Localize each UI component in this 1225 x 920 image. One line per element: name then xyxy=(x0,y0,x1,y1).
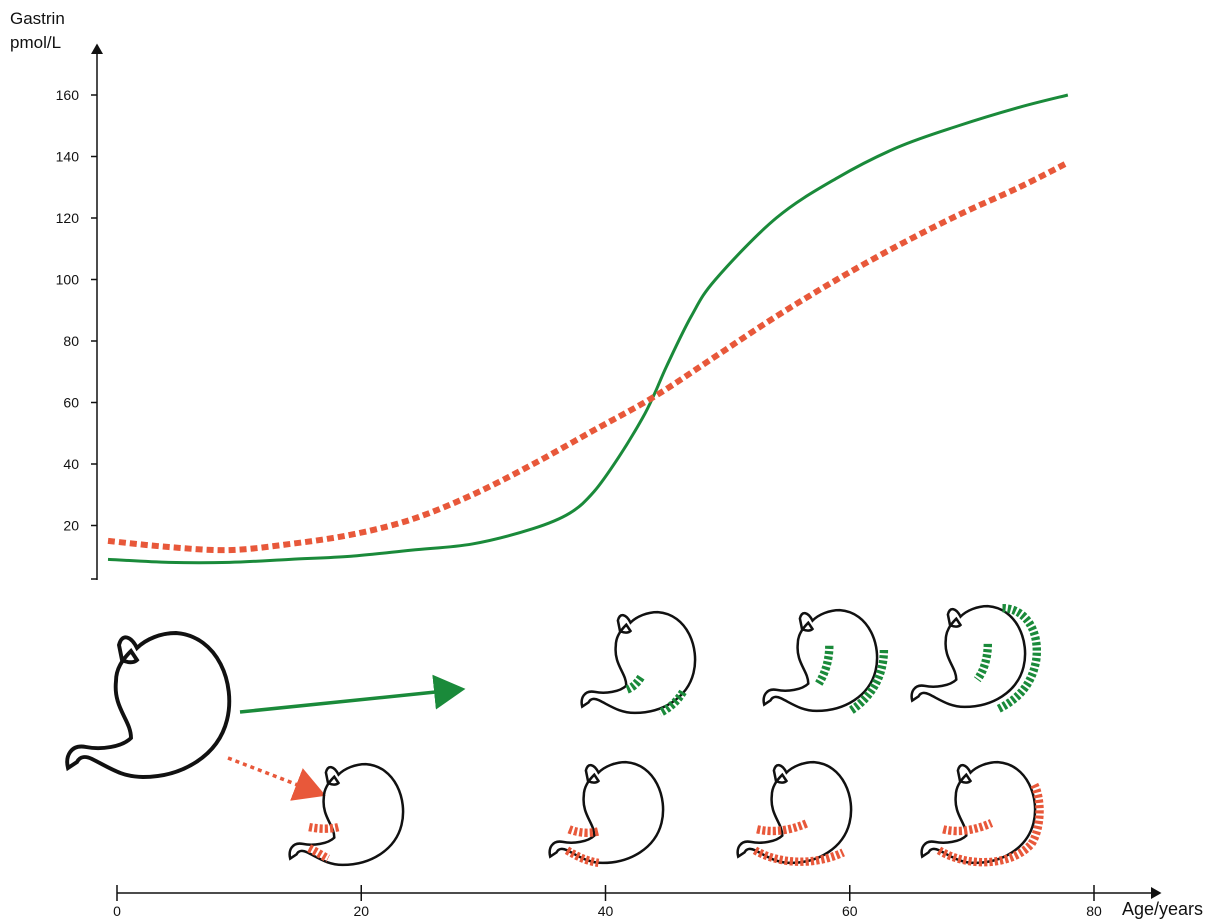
y-tick-label: 160 xyxy=(56,87,80,103)
y-tick-label: 100 xyxy=(56,272,80,288)
y-tick-label: 20 xyxy=(63,518,79,534)
x-axis-label: Age/years xyxy=(1122,899,1203,919)
x-tick-label: 80 xyxy=(1086,903,1102,919)
series-line-green-solid xyxy=(107,93,1069,565)
stomach-green-stage-3 xyxy=(910,604,1042,713)
y-ticks: 20 40 60 80 100 120 140 160 xyxy=(56,87,97,580)
stomach-red-stage-1 xyxy=(288,762,405,867)
x-tick-label: 60 xyxy=(842,903,858,919)
y-tick-label: 40 xyxy=(63,456,79,472)
x-ticks: 0 20 40 60 80 xyxy=(113,885,1102,919)
stomach-illustration xyxy=(65,604,1044,868)
series-line-red-dashed xyxy=(107,159,1070,554)
y-tick-label: 120 xyxy=(56,210,80,226)
green-progression-arrow xyxy=(239,674,466,714)
stomach-green-stage-2 xyxy=(762,608,889,715)
y-tick-label: 140 xyxy=(56,149,80,165)
stomach-red-stage-2 xyxy=(548,760,665,868)
y-tick-label: 80 xyxy=(63,333,79,349)
stomach-red-stage-3 xyxy=(736,760,853,866)
x-tick-label: 0 xyxy=(113,903,121,919)
stomach-green-stage-1 xyxy=(580,610,697,717)
x-tick-label: 40 xyxy=(598,903,614,919)
x-tick-label: 20 xyxy=(353,903,369,919)
red-progression-arrow xyxy=(227,756,326,801)
stomach-red-stage-4 xyxy=(920,760,1044,867)
series-layer xyxy=(107,93,1070,565)
y-axis-label-line1: Gastrin xyxy=(10,9,65,28)
y-axis-label-line2: pmol/L xyxy=(10,33,61,52)
stomach-healthy xyxy=(65,631,232,779)
y-tick-label: 60 xyxy=(63,395,79,411)
